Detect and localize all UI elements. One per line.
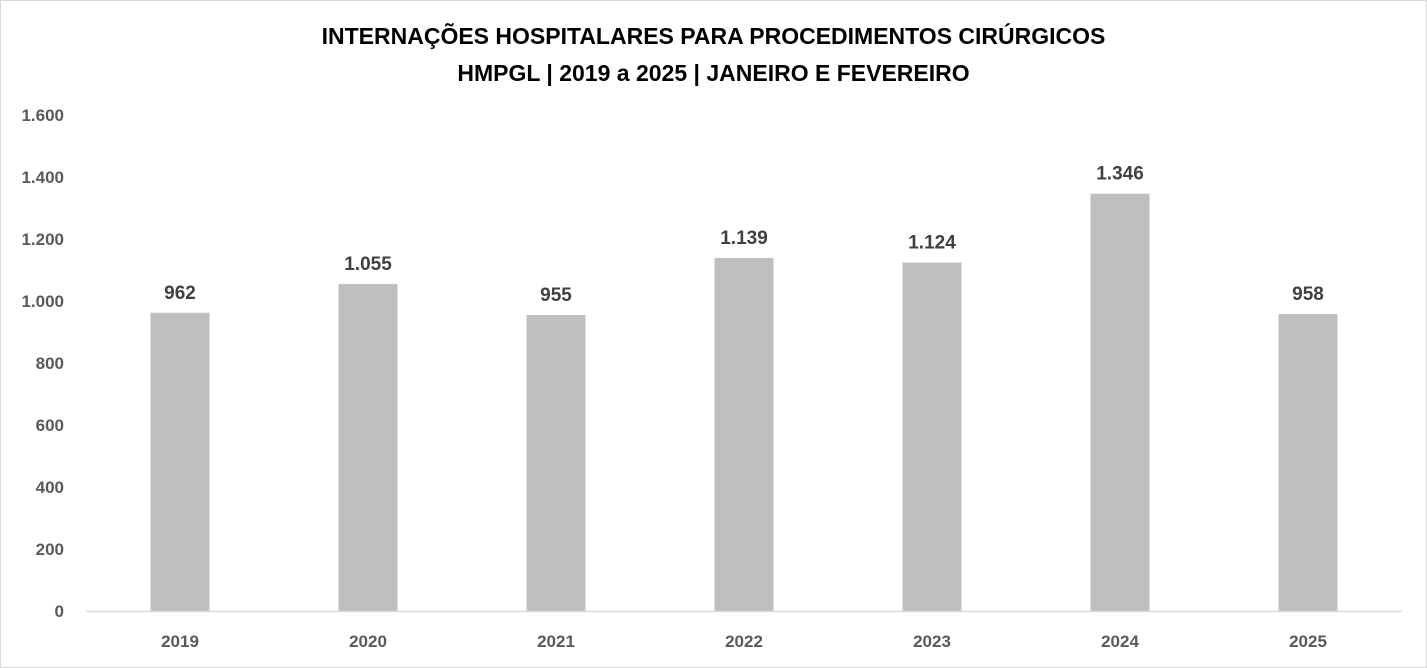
data-label: 1.139 bbox=[720, 228, 768, 249]
x-tick-label: 2019 bbox=[161, 632, 199, 651]
data-label: 1.124 bbox=[908, 233, 956, 254]
x-tick-label: 2025 bbox=[1289, 632, 1327, 651]
chart-title: INTERNAÇÕES HOSPITALARES PARA PROCEDIMEN… bbox=[321, 23, 1106, 49]
data-label: 1.346 bbox=[1096, 164, 1144, 185]
chart-title-block: INTERNAÇÕES HOSPITALARES PARA PROCEDIMEN… bbox=[0, 18, 1427, 92]
x-tick-label: 2022 bbox=[725, 632, 763, 651]
y-tick-label: 1.400 bbox=[21, 168, 64, 187]
y-tick-label: 200 bbox=[36, 540, 64, 559]
y-tick-label: 1.000 bbox=[21, 292, 64, 311]
data-label: 1.055 bbox=[344, 254, 392, 275]
bar bbox=[150, 312, 210, 611]
y-tick-label: 1.600 bbox=[21, 106, 64, 125]
bar bbox=[1278, 314, 1338, 611]
x-tick-label: 2023 bbox=[913, 632, 951, 651]
y-tick-label: 600 bbox=[36, 416, 64, 435]
y-tick-label: 800 bbox=[36, 354, 64, 373]
bar bbox=[714, 257, 774, 611]
chart-subtitle: HMPGL | 2019 a 2025 | JANEIRO E FEVEREIR… bbox=[457, 60, 970, 86]
bar bbox=[902, 262, 962, 611]
data-label: 962 bbox=[164, 283, 196, 304]
x-tick-label: 2024 bbox=[1101, 632, 1139, 651]
y-tick-label: 1.200 bbox=[21, 230, 64, 249]
x-tick-label: 2020 bbox=[349, 632, 387, 651]
data-label: 955 bbox=[540, 285, 572, 306]
data-label: 958 bbox=[1292, 284, 1324, 305]
bar bbox=[1090, 193, 1150, 612]
y-tick-label: 0 bbox=[55, 602, 64, 621]
y-tick-label: 400 bbox=[36, 478, 64, 497]
bar bbox=[338, 283, 398, 611]
bar bbox=[526, 314, 586, 611]
x-tick-label: 2021 bbox=[537, 632, 575, 651]
